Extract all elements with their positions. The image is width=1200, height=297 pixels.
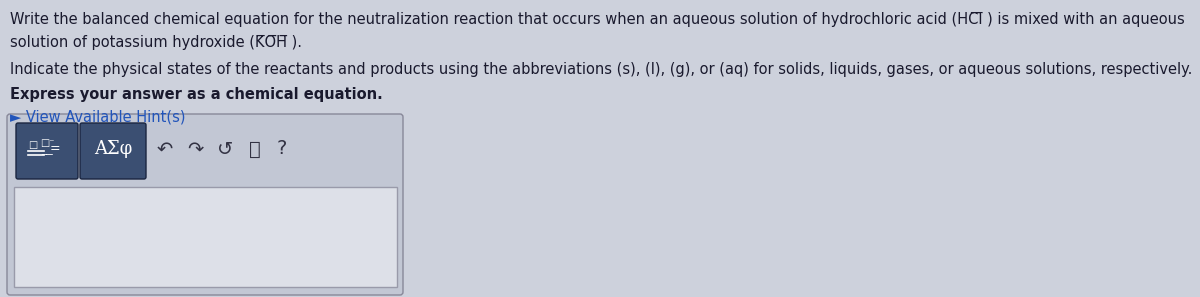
Text: Write the balanced chemical equation for the neutralization reaction that occurs: Write the balanced chemical equation for… (10, 12, 1184, 27)
FancyBboxPatch shape (16, 123, 78, 179)
Text: ↺: ↺ (217, 140, 233, 159)
Text: ↷: ↷ (187, 140, 203, 159)
Text: Indicate the physical states of the reactants and products using the abbreviatio: Indicate the physical states of the reac… (10, 62, 1193, 77)
Text: ► View Available Hint(s): ► View Available Hint(s) (10, 109, 186, 124)
Text: ?: ? (277, 140, 287, 159)
Text: □⁻
──: □⁻ ── (40, 138, 54, 160)
Bar (12, 120, 398, 182)
Text: =: = (49, 143, 60, 156)
Bar (14, 187, 397, 287)
Text: Express your answer as a chemical equation.: Express your answer as a chemical equati… (10, 87, 383, 102)
Text: AΣφ: AΣφ (94, 140, 132, 158)
Text: ↶: ↶ (157, 140, 173, 159)
FancyBboxPatch shape (80, 123, 146, 179)
FancyBboxPatch shape (7, 114, 403, 295)
Text: solution of potassium hydroxide (K̅O̅H̅ ).: solution of potassium hydroxide (K̅O̅H̅ … (10, 35, 302, 50)
Text: ⌹: ⌹ (250, 140, 260, 159)
Text: □: □ (29, 140, 37, 150)
